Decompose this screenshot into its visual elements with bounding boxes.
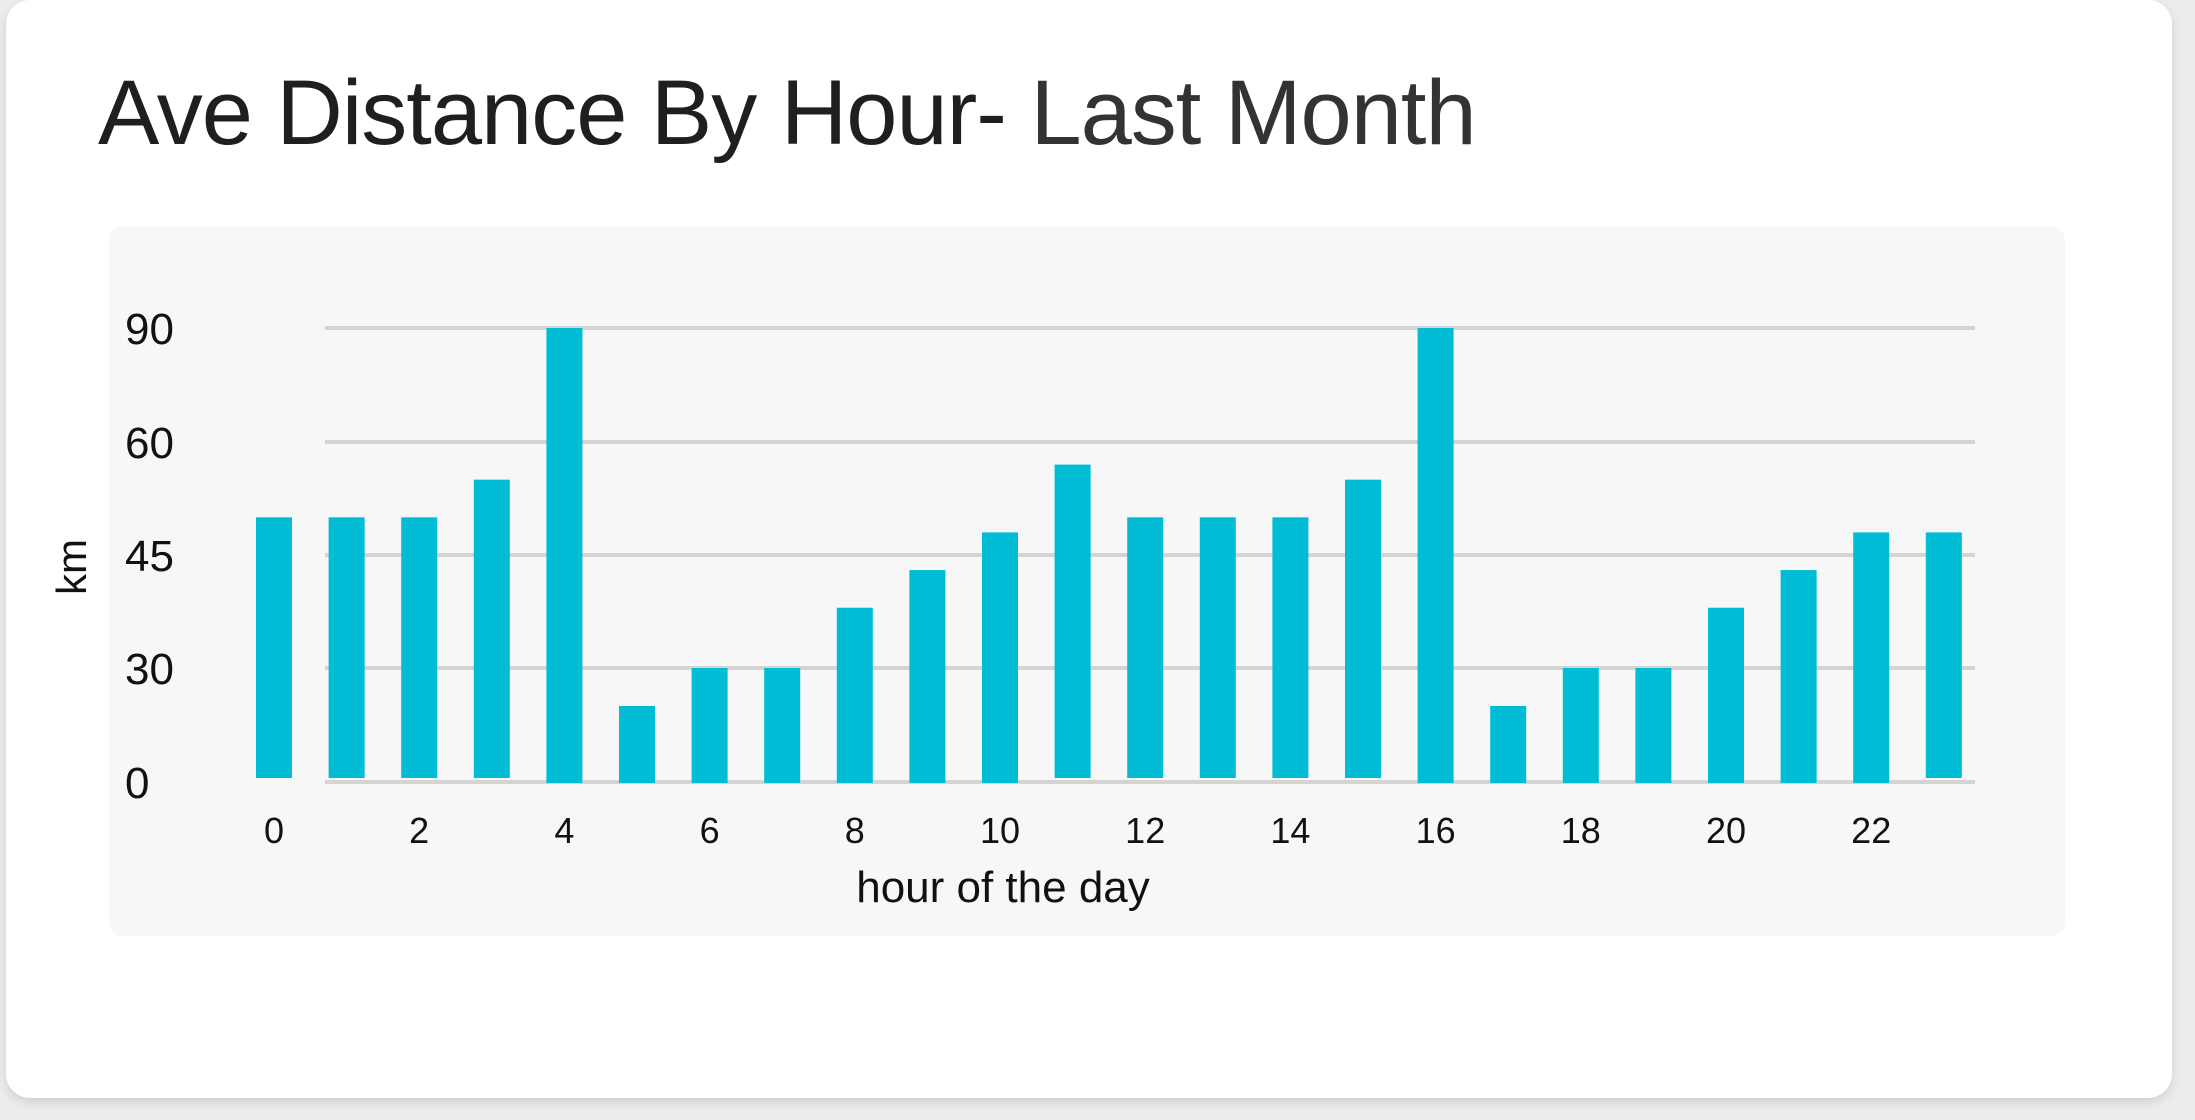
bar-hour-4 <box>546 328 583 783</box>
bar-hour-23 <box>1925 532 1962 778</box>
bar-hour-8 <box>836 607 873 783</box>
chart-subtitle: Last Month <box>1030 62 1476 164</box>
bar-hour-20 <box>1708 607 1744 783</box>
bar-hour-13 <box>1199 517 1236 778</box>
x-tick-label: 14 <box>1270 810 1310 851</box>
x-tick-label: 6 <box>700 810 720 851</box>
y-tick-label: 45 <box>125 532 174 581</box>
x-tick-label: 4 <box>554 810 574 851</box>
bar-hour-14 <box>1272 517 1309 778</box>
bar-hour-6 <box>691 668 728 783</box>
x-tick-label: 2 <box>409 810 429 851</box>
bar-hour-16 <box>1417 328 1454 783</box>
y-tick-label: 60 <box>125 419 174 468</box>
x-tick-label: 20 <box>1706 810 1746 851</box>
bar-hour-9 <box>909 570 946 783</box>
bar-hour-10 <box>982 532 1018 783</box>
bar-hour-2 <box>401 517 438 778</box>
bar-hour-22 <box>1853 532 1890 783</box>
bar-hour-1 <box>328 517 365 778</box>
x-tick-label: 12 <box>1125 810 1165 851</box>
x-tick-label: 16 <box>1416 810 1456 851</box>
y-tick-label: 90 <box>125 305 174 354</box>
bar-hour-18 <box>1562 668 1599 783</box>
x-tick-label: 0 <box>264 810 284 851</box>
bar-hour-3 <box>473 479 510 778</box>
bar-hour-11 <box>1054 464 1091 778</box>
bar-hour-0 <box>256 517 292 778</box>
y-tick-label: 30 <box>125 645 174 694</box>
bar-hour-15 <box>1345 479 1381 778</box>
x-tick-label: 8 <box>845 810 865 851</box>
x-tick-label: 18 <box>1561 810 1601 851</box>
x-tick-label: 10 <box>980 810 1020 851</box>
bar-hour-12 <box>1127 517 1164 778</box>
y-tick-label: 0 <box>125 759 149 808</box>
bar-hour-19 <box>1635 668 1672 783</box>
x-axis-label: hour of the day <box>856 863 1150 912</box>
bar-hour-21 <box>1780 570 1817 783</box>
bar-hour-5 <box>619 706 655 783</box>
bar-hour-17 <box>1490 706 1527 783</box>
chart-title-main: Ave Distance By Hour- <box>98 62 1007 164</box>
y-axis-label: km <box>48 539 95 595</box>
x-tick-label: 22 <box>1851 810 1891 851</box>
chart-title: Ave Distance By Hour- Last Month <box>98 58 1477 168</box>
bar-hour-7 <box>764 668 801 783</box>
